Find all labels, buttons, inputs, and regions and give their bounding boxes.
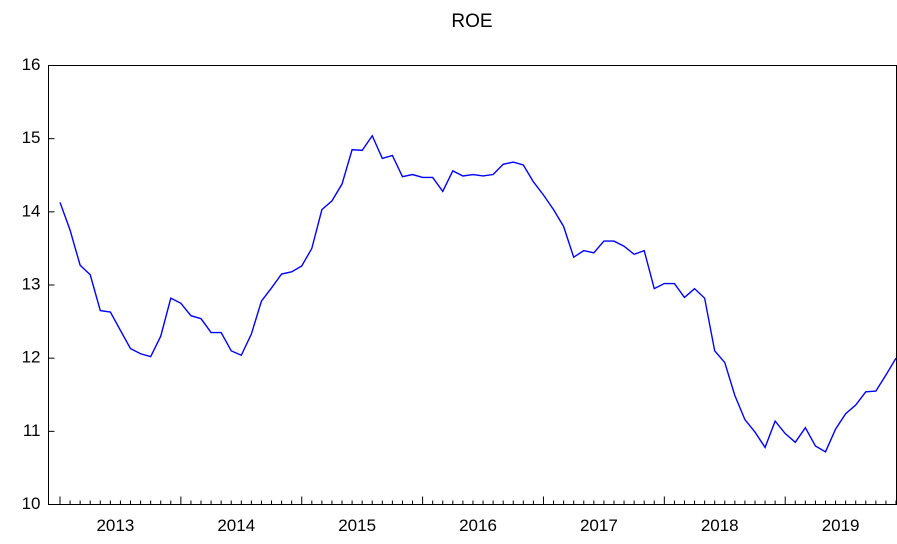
y-tick-label: 10 (22, 494, 41, 513)
plot-frame (48, 65, 897, 505)
x-tick-label: 2017 (580, 516, 618, 535)
y-tick-label: 12 (22, 348, 41, 367)
y-tick-label: 14 (22, 201, 41, 220)
y-tick-label: 15 (22, 128, 41, 147)
x-tick-label: 2014 (217, 516, 255, 535)
x-tick-label: 2018 (701, 516, 739, 535)
data-line (59, 134, 897, 453)
y-tick-label: 11 (23, 421, 41, 440)
y-tick-label: 16 (22, 55, 41, 74)
y-tick-label: 13 (22, 274, 41, 293)
x-tick-label: 2015 (338, 516, 376, 535)
x-tick-label: 2013 (96, 516, 134, 535)
chart-title: ROE (451, 11, 492, 32)
x-tick-label: 2019 (822, 516, 860, 535)
x-tick-label: 2016 (459, 516, 497, 535)
